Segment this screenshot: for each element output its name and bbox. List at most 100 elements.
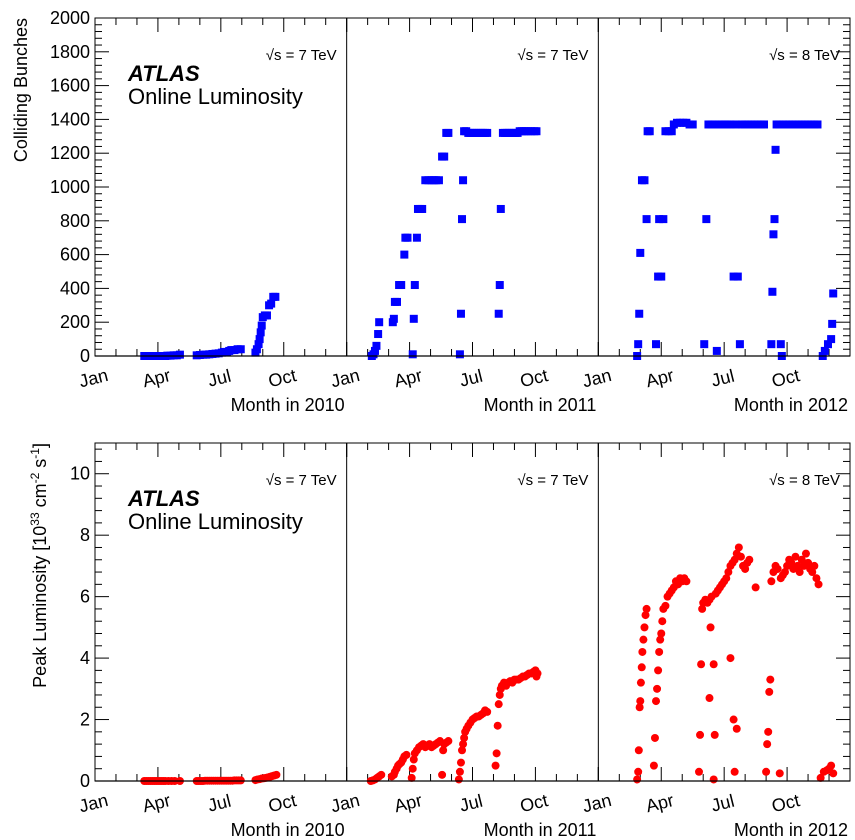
- y-tick-label: 2000: [50, 8, 90, 28]
- data-point: [236, 776, 245, 785]
- data-point: [397, 281, 406, 290]
- data-point: [812, 574, 821, 583]
- data-point: [698, 604, 707, 613]
- data-point: [659, 215, 668, 224]
- data-point: [410, 281, 419, 290]
- y-label-exponent: -2: [28, 472, 42, 483]
- y-tick-label: 8: [80, 525, 90, 545]
- data-point: [636, 248, 645, 257]
- data-point: [770, 215, 779, 224]
- data-point: [634, 340, 643, 349]
- data-point: [654, 666, 663, 675]
- data-point: [731, 120, 740, 129]
- data-point: [705, 694, 714, 703]
- y-label-exponent: 33: [28, 512, 42, 526]
- data-point: [696, 730, 705, 739]
- data-point: [667, 127, 676, 136]
- data-point: [729, 272, 738, 281]
- data-point: [658, 617, 667, 626]
- data-point: [829, 289, 838, 298]
- data-point: [493, 721, 502, 730]
- atlas-logo-text: ATLAS: [127, 486, 200, 511]
- data-point: [440, 152, 449, 161]
- data-point: [495, 690, 504, 699]
- data-point: [656, 635, 665, 644]
- data-point: [729, 715, 738, 724]
- data-point: [459, 176, 468, 185]
- data-point: [709, 660, 718, 669]
- data-point: [706, 623, 715, 632]
- data-point: [762, 767, 771, 776]
- data-point: [827, 335, 836, 344]
- data-point: [236, 345, 245, 354]
- data-point: [374, 330, 383, 339]
- x-tick-label: Oct: [266, 790, 298, 816]
- data-point: [252, 345, 261, 354]
- panel-month-in-2011: Jan Apr Jul Oct Month in 2011 √s = 7 TeV: [329, 18, 599, 415]
- x-tick-label: Oct: [770, 365, 802, 391]
- data-point: [810, 561, 819, 570]
- data-point: [444, 737, 453, 746]
- panel-month-in-2012: Jan Apr Jul Oct Month in 2012 √s = 8 TeV: [580, 443, 851, 840]
- y-tick-label: 800: [60, 211, 90, 231]
- data-point: [400, 250, 409, 259]
- y-tick-label: 1000: [50, 177, 90, 197]
- data-point: [655, 215, 664, 224]
- y-tick-label: 400: [60, 278, 90, 298]
- y-tick-label: 600: [60, 245, 90, 265]
- energy-label: √s = 8 TeV: [769, 472, 840, 489]
- data-point: [722, 574, 731, 583]
- data-point: [438, 770, 447, 779]
- energy-label: √s = 7 TeV: [266, 47, 337, 64]
- y-axis-label: Colliding Bunches: [11, 18, 31, 162]
- data-point: [636, 678, 645, 687]
- data-point: [272, 770, 281, 779]
- data-point: [724, 568, 733, 577]
- data-point: [375, 318, 384, 327]
- data-point: [652, 340, 661, 349]
- data-point: [682, 577, 691, 586]
- y-tick-label: 10: [70, 464, 90, 484]
- data-point: [456, 758, 465, 767]
- data-point: [808, 568, 817, 577]
- data-point: [533, 669, 542, 678]
- y-tick-label: 1800: [50, 42, 90, 62]
- data-point: [791, 552, 800, 561]
- x-tick-label: Oct: [518, 365, 550, 391]
- x-tick-label: Apr: [392, 790, 424, 816]
- x-tick-label: Jan: [329, 790, 362, 816]
- x-tick-label: Jan: [580, 365, 613, 391]
- data-point: [763, 740, 772, 749]
- data-point: [372, 341, 381, 350]
- x-tick-label: Jul: [206, 366, 233, 391]
- x-tick-label: Jan: [329, 365, 362, 391]
- panel-month-in-2012: Jan Apr Jul Oct Month in 2012 √s = 8 TeV: [580, 18, 851, 415]
- data-point: [820, 346, 829, 355]
- atlas-logo-text: ATLAS: [127, 61, 200, 86]
- x-tick-label: Jul: [709, 791, 736, 816]
- data-point: [459, 740, 468, 749]
- data-point: [736, 552, 745, 561]
- data-point: [254, 340, 263, 349]
- data-point: [418, 204, 427, 213]
- data-point: [271, 292, 280, 301]
- data-point: [408, 350, 417, 359]
- energy-label: √s = 7 TeV: [517, 47, 588, 64]
- x-tick-label: Jan: [77, 790, 110, 816]
- data-point: [655, 647, 664, 656]
- x-tick-label: Jul: [206, 791, 233, 816]
- data-point: [776, 340, 785, 349]
- energy-label: √s = 7 TeV: [266, 472, 337, 489]
- data-point: [267, 299, 276, 308]
- x-tick-label: Apr: [392, 365, 424, 391]
- energy-label: √s = 7 TeV: [517, 472, 588, 489]
- data-point: [403, 233, 412, 242]
- data-point: [823, 340, 832, 349]
- data-point: [780, 568, 789, 577]
- data-point: [766, 675, 775, 684]
- y-tick-label: 0: [80, 771, 90, 791]
- y-tick-label: 0: [80, 346, 90, 366]
- y-label-part: cm: [30, 483, 50, 512]
- data-point: [649, 761, 658, 770]
- data-point: [409, 314, 418, 323]
